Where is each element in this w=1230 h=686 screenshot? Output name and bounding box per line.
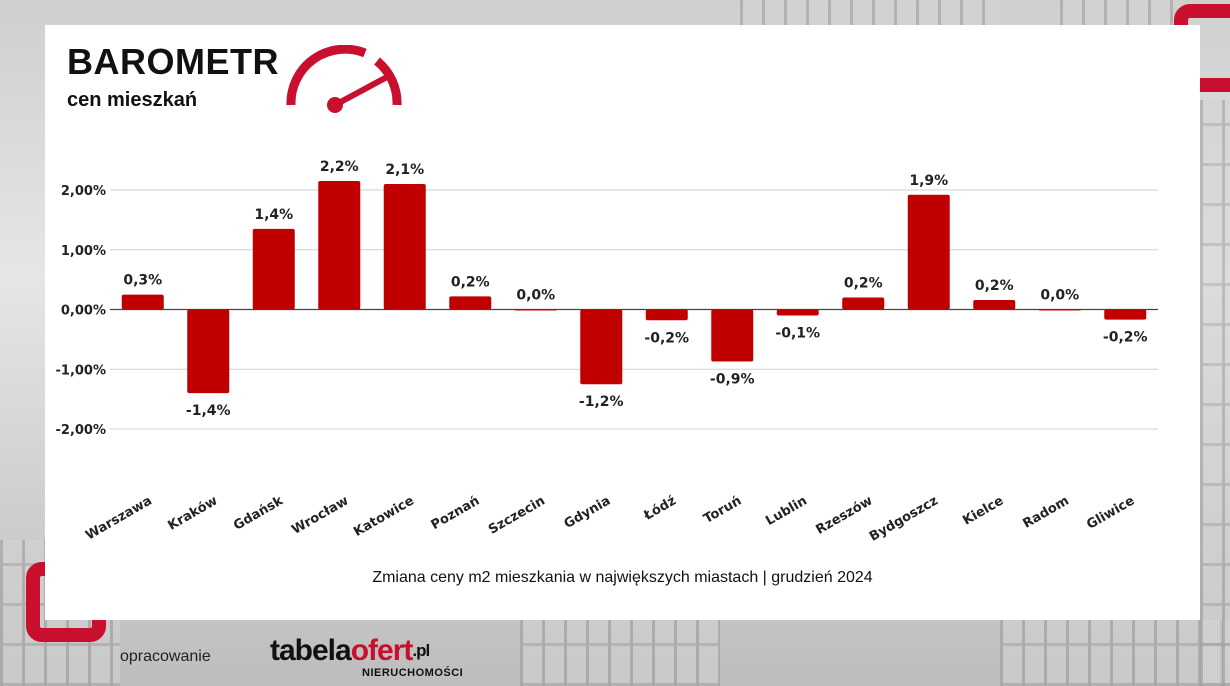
x-tick-label: Łódź	[641, 493, 679, 524]
data-label: -0,9%	[710, 371, 755, 387]
data-label: 0,2%	[844, 276, 883, 292]
data-label: 0,0%	[1040, 288, 1079, 304]
bar	[711, 309, 754, 362]
bar	[121, 294, 164, 310]
data-label: -0,2%	[1103, 330, 1148, 346]
data-label: 0,2%	[451, 274, 490, 290]
x-tick-label: Toruń	[701, 493, 744, 526]
data-label: 1,9%	[909, 173, 948, 189]
bar	[514, 309, 557, 311]
bar	[907, 194, 950, 310]
bar	[187, 309, 230, 394]
bar	[973, 299, 1016, 310]
bar	[842, 297, 885, 310]
data-label: 2,1%	[385, 162, 424, 178]
logo-tld: .pl	[412, 641, 430, 660]
y-tick-label: 2,00%	[61, 184, 106, 199]
x-tick-label: Radom	[1020, 493, 1071, 531]
bar	[252, 228, 295, 310]
logo-part2: ofert	[350, 634, 414, 667]
x-tick-label: Poznań	[429, 493, 483, 533]
bar-chart: 2,00% 1,00% 0,00% -1,00% -2,00% 0,3% Warszawa -…	[56, 159, 1158, 545]
data-label: 0,3%	[123, 273, 162, 289]
data-label: 2,2%	[320, 159, 359, 175]
bar	[383, 184, 426, 310]
x-tick-label: Rzeszów	[814, 493, 876, 537]
y-tick-label: -1,00%	[56, 363, 107, 378]
bar	[580, 309, 623, 385]
x-tick-label: Warszawa	[83, 493, 155, 543]
footer-label: opracowanie	[120, 648, 211, 665]
bar	[1104, 309, 1147, 320]
bar	[645, 309, 688, 321]
x-tick-label: Kielce	[960, 493, 1006, 528]
bar	[776, 309, 819, 316]
bar	[1038, 309, 1081, 311]
x-tick-label: Katowice	[351, 493, 417, 540]
x-tick-label: Bydgoszcz	[867, 493, 941, 544]
x-tick-label: Gliwice	[1084, 493, 1137, 532]
x-tick-label: Wrocław	[289, 493, 351, 537]
x-tick-label: Szczecin	[486, 493, 548, 537]
data-label: -1,4%	[186, 403, 231, 419]
bar	[318, 181, 361, 310]
y-tick-label: -2,00%	[56, 423, 107, 438]
page-subtitle: cen mieszkań	[67, 89, 198, 111]
x-tick-label: Gdynia	[562, 493, 614, 531]
x-tick-label: Lublin	[763, 493, 809, 528]
data-label: -1,2%	[579, 394, 624, 410]
x-tick-label: Kraków	[166, 493, 221, 533]
data-label: 0,0%	[516, 288, 555, 304]
logo-subtitle: NIERUCHOMOŚCI	[362, 667, 464, 679]
data-label: -0,2%	[644, 330, 689, 346]
data-label: 1,4%	[254, 207, 293, 223]
chart-card: BAROMETR cen mieszkań 2,00% 1,00% 0,00% -1,…	[45, 25, 1200, 620]
tabelaofert-logo: tabelaofert.pl NIERUCHOMOŚCI	[270, 634, 463, 680]
y-tick-label: 0,00%	[61, 304, 106, 319]
logo-part1: tabela	[270, 634, 352, 667]
bar	[449, 296, 492, 310]
x-tick-label: Gdańsk	[231, 493, 286, 533]
y-tick-label: 1,00%	[61, 244, 106, 259]
data-label: 0,2%	[975, 278, 1014, 294]
page-title: BAROMETR	[67, 41, 279, 82]
chart-caption: Zmiana ceny m2 mieszkania w największych…	[372, 569, 873, 586]
data-label: -0,1%	[775, 325, 820, 341]
gauge-icon	[286, 45, 402, 113]
